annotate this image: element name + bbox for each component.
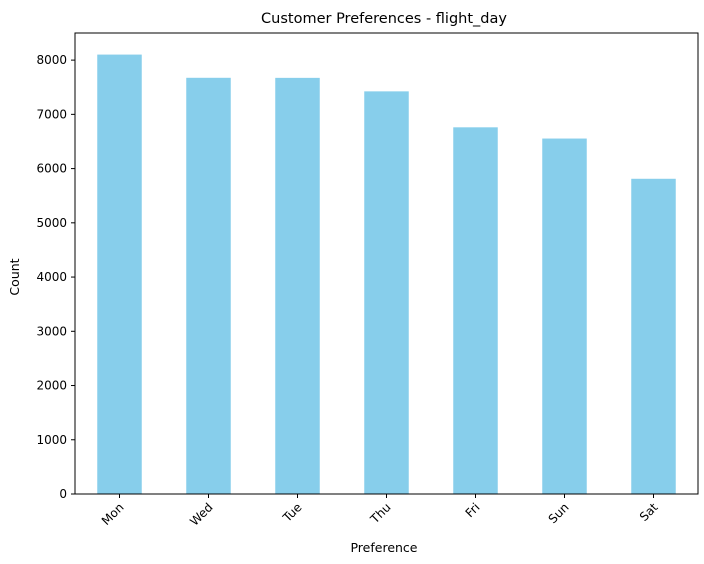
bar-sun [542,138,587,495]
y-tick-label: 2000 [36,379,67,393]
y-tick-label: 0 [59,487,67,501]
bar-thu [364,91,409,494]
bar-wed [186,77,231,495]
x-axis: Mon Wed Tue Thu Fri Sun Sat [99,494,661,529]
plot-frame [74,32,699,495]
bar-tue [275,77,320,494]
x-tick-label: Sat [637,500,661,524]
x-tick-label: Fri [463,500,483,520]
bars-group [97,54,676,495]
y-tick-label: 8000 [36,53,67,67]
y-tick-label: 5000 [36,216,67,230]
y-tick-label: 6000 [36,162,67,176]
bar-sat [631,178,676,494]
y-axis-label: Count [7,258,22,295]
y-tick-label: 1000 [36,433,67,447]
y-tick-label: 7000 [36,107,67,121]
x-axis-label: Preference [350,540,417,555]
y-tick-label: 4000 [36,270,67,284]
x-tick-label: Tue [280,500,305,525]
x-tick-label: Wed [187,500,215,528]
x-tick-label: Thu [367,500,394,527]
y-axis: 0 1000 2000 3000 4000 5000 6000 7000 8000 [36,53,75,501]
bar-fri [453,127,498,494]
x-tick-label: Mon [99,500,127,528]
x-tick-label: Sun [546,500,572,526]
y-tick-label: 3000 [36,324,67,338]
chart-title: Customer Preferences - flight_day [261,11,507,27]
bar-mon [97,54,142,495]
